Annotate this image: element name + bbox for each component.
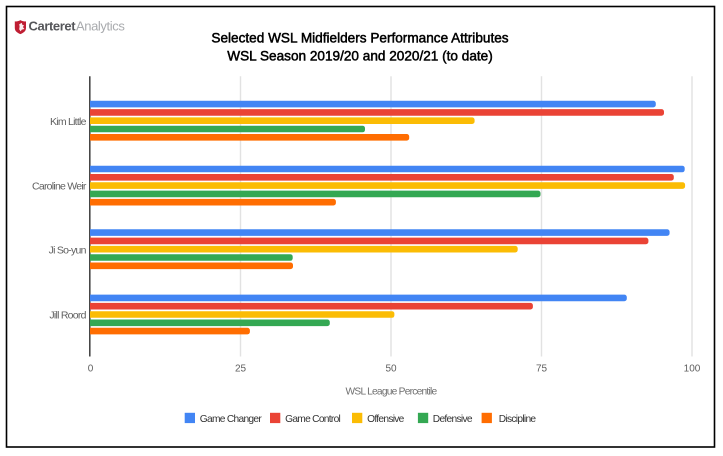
svg-text:WSL Season 2019/20 and 2020/21: WSL Season 2019/20 and 2020/21 (to date) [227,49,493,64]
svg-text:Carteret: Carteret [29,18,77,33]
svg-text:Selected WSL Midfielders Perfo: Selected WSL Midfielders Performance Att… [211,31,508,46]
svg-text:Defensive: Defensive [433,414,473,425]
svg-text:Kim Little: Kim Little [50,116,87,128]
svg-text:75: 75 [536,363,548,374]
svg-text:Caroline Weir: Caroline Weir [32,181,87,193]
svg-text:100: 100 [684,363,701,374]
svg-text:Ji So-yun: Ji So-yun [49,245,87,257]
svg-text:0: 0 [88,363,94,374]
svg-text:Discipline: Discipline [499,414,537,425]
svg-text:Analytics: Analytics [76,18,125,33]
svg-text:Jill Roord: Jill Roord [49,310,86,322]
svg-text:Game Control: Game Control [285,414,340,425]
svg-text:Offensive: Offensive [367,414,405,425]
svg-text:50: 50 [385,363,397,374]
svg-text:WSL League Percentile: WSL League Percentile [346,387,438,398]
svg-text:Game Changer: Game Changer [200,414,263,425]
svg-text:25: 25 [235,363,247,374]
